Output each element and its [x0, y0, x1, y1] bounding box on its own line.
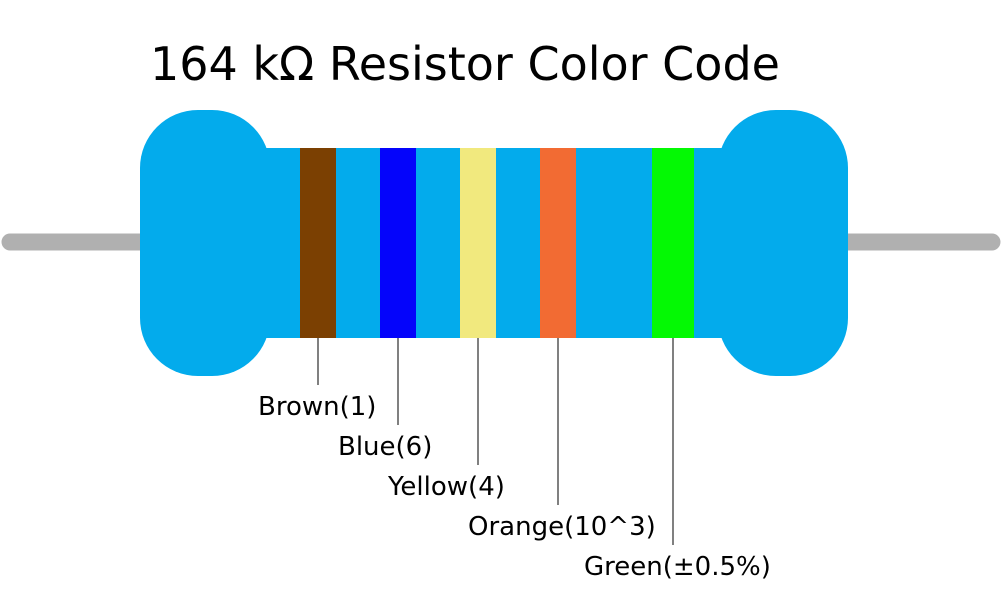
band-orange [540, 148, 576, 338]
band-blue [380, 148, 416, 338]
page-title: 164 kΩ Resistor Color Code [150, 37, 780, 91]
resistor-left-end-cap [140, 110, 270, 376]
band-label-yellow: Yellow(4) [387, 472, 505, 502]
band-label-brown: Brown(1) [258, 392, 376, 422]
band-label-orange: Orange(10^3) [468, 512, 656, 542]
band-label-green: Green(±0.5%) [584, 552, 771, 582]
band-labels: Brown(1) Blue(6) Yellow(4) Orange(10^3) Gree… [258, 392, 771, 582]
band-green [652, 148, 694, 338]
color-bands [300, 148, 694, 338]
band-yellow [460, 148, 496, 338]
resistor-right-end-cap [718, 110, 848, 376]
label-leader-lines [317, 338, 674, 545]
band-label-blue: Blue(6) [338, 432, 432, 462]
band-brown [300, 148, 336, 338]
